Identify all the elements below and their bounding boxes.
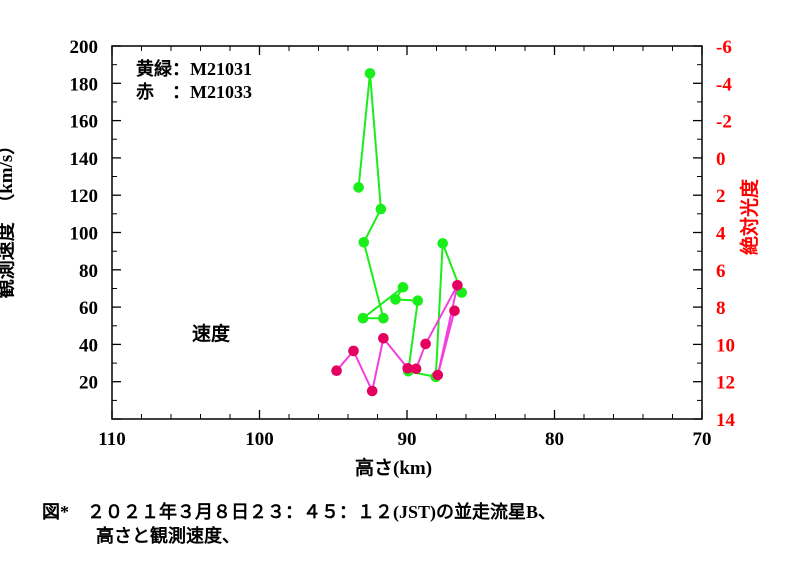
svg-text:80: 80 bbox=[79, 261, 98, 282]
svg-text:140: 140 bbox=[70, 149, 99, 170]
svg-text:6: 6 bbox=[716, 261, 726, 282]
svg-text:-4: -4 bbox=[716, 74, 732, 95]
svg-text:100: 100 bbox=[245, 429, 274, 450]
svg-text:12: 12 bbox=[716, 373, 735, 394]
svg-text:40: 40 bbox=[79, 335, 98, 356]
svg-text:8: 8 bbox=[716, 298, 726, 319]
svg-text:2: 2 bbox=[716, 186, 726, 207]
svg-text:110: 110 bbox=[98, 429, 125, 450]
svg-text:60: 60 bbox=[79, 298, 98, 319]
svg-text:14: 14 bbox=[716, 410, 736, 431]
svg-text:120: 120 bbox=[70, 186, 99, 207]
svg-text:4: 4 bbox=[716, 224, 726, 245]
svg-text:160: 160 bbox=[70, 112, 99, 133]
svg-text:200: 200 bbox=[70, 37, 99, 58]
svg-text:10: 10 bbox=[716, 335, 735, 356]
svg-text:90: 90 bbox=[398, 429, 417, 450]
svg-text:70: 70 bbox=[693, 429, 712, 450]
svg-text:180: 180 bbox=[70, 74, 99, 95]
svg-text:80: 80 bbox=[545, 429, 564, 450]
svg-text:0: 0 bbox=[716, 149, 726, 170]
svg-text:-2: -2 bbox=[716, 112, 732, 133]
svg-text:-6: -6 bbox=[716, 37, 732, 58]
svg-text:20: 20 bbox=[79, 373, 98, 394]
svg-text:100: 100 bbox=[70, 224, 99, 245]
